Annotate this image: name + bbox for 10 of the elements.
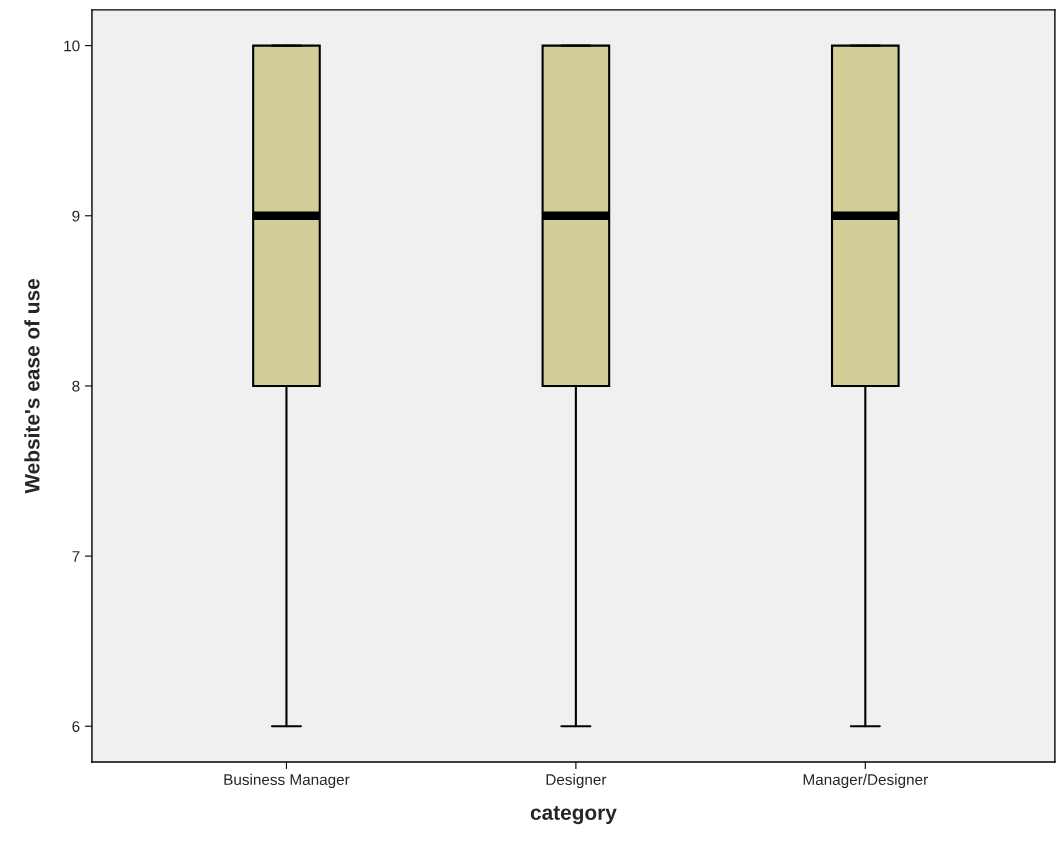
y-tick-label: 9 bbox=[72, 210, 80, 222]
y-tick-label: 6 bbox=[72, 721, 80, 732]
x-axis-title: category bbox=[530, 806, 617, 825]
x-tick-label: Business Manager bbox=[224, 773, 350, 789]
x-tick-label: Designer bbox=[546, 773, 607, 789]
y-tick-label: 8 bbox=[72, 380, 80, 392]
y-axis-title: Website's ease of use bbox=[24, 278, 40, 494]
y-tick-label: 10 bbox=[64, 40, 80, 52]
x-tick-label: Manager/Designer bbox=[803, 773, 928, 789]
y-tick-label: 7 bbox=[72, 551, 80, 562]
